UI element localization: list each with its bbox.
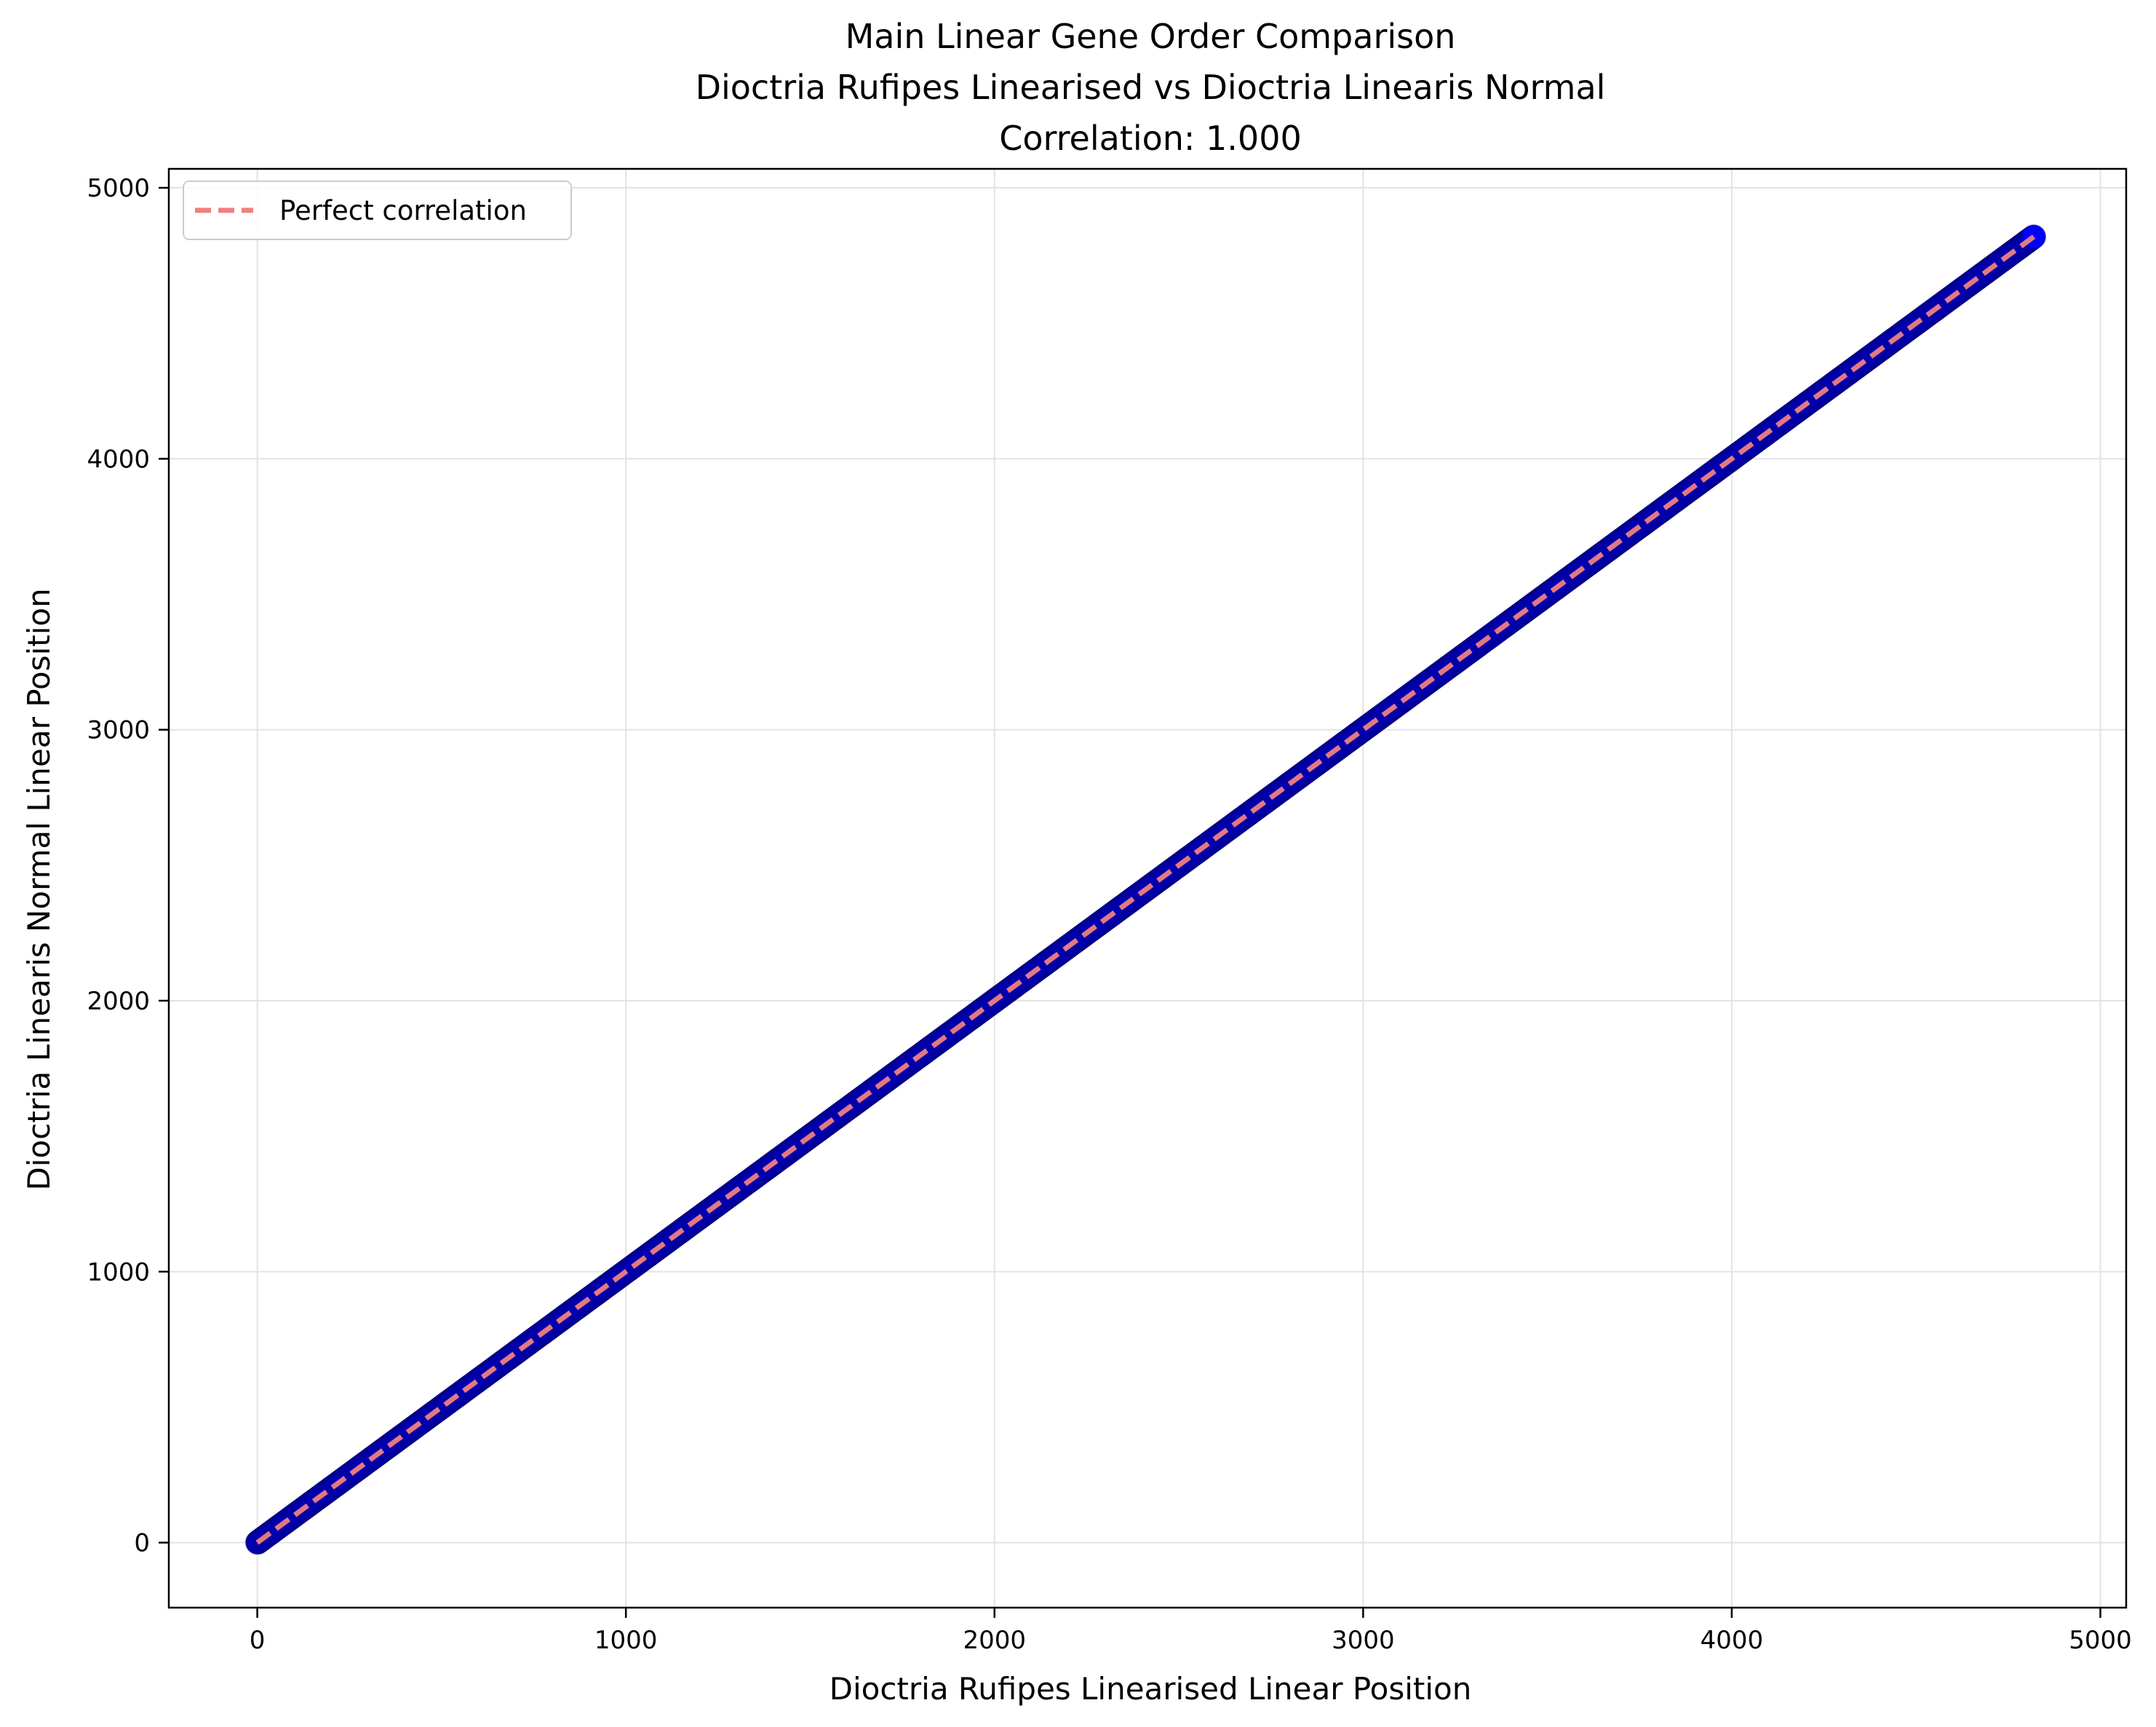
y-tick-label: 0 [134, 1529, 150, 1558]
chart-title-line-1: Main Linear Gene Order Comparison [846, 17, 1456, 56]
legend-label-perfect-correlation: Perfect correlation [279, 195, 527, 226]
x-axis-label: Dioctria Rufipes Linearised Linear Posit… [830, 1671, 1472, 1707]
chart-title-line-3: Correlation: 1.000 [999, 119, 1301, 158]
y-tick-label: 1000 [87, 1258, 150, 1287]
y-tick-label: 2000 [87, 987, 150, 1016]
x-tick-label: 5000 [2069, 1626, 2132, 1655]
y-tick-label: 5000 [87, 174, 150, 203]
x-tick-label: 4000 [1700, 1626, 1764, 1655]
x-tick-label: 3000 [1332, 1626, 1395, 1655]
y-axis-label: Dioctria Linearis Normal Linear Position [21, 588, 57, 1190]
x-tick-label: 0 [250, 1626, 266, 1655]
legend: Perfect correlation [183, 180, 572, 240]
x-tick-label: 2000 [963, 1626, 1026, 1655]
chart-title-line-2: Dioctria Rufipes Linearised vs Dioctria … [696, 68, 1606, 107]
y-tick-label: 4000 [87, 445, 150, 474]
x-tick-label: 1000 [594, 1626, 658, 1655]
y-tick-label: 3000 [87, 716, 150, 745]
plot-data [244, 224, 2047, 1555]
